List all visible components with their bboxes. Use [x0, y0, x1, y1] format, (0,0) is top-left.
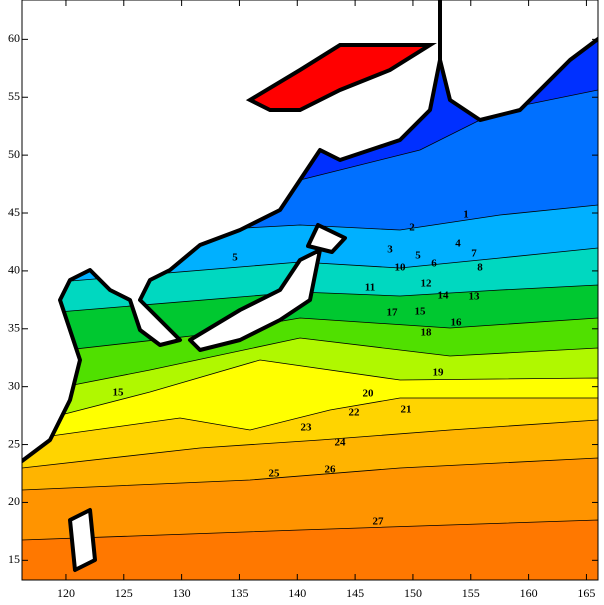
- y-tick-label: 55: [8, 89, 20, 103]
- contour-label: 17: [387, 307, 399, 319]
- contour-label: 11: [365, 282, 375, 294]
- japan: [188, 248, 322, 352]
- y-tick-label: 50: [8, 147, 20, 161]
- mainland: [22, 0, 442, 464]
- contour-label: 2: [409, 222, 415, 234]
- y-tick-label: 20: [8, 494, 20, 508]
- contour-label: 5: [232, 252, 238, 264]
- contour-label: 18: [421, 327, 433, 339]
- contour-label: 27: [373, 516, 385, 528]
- contour-label: 12: [421, 278, 433, 290]
- contour-label: 10: [395, 262, 407, 274]
- contour-label: 19: [433, 367, 445, 379]
- plot-frame: [21, 0, 599, 581]
- x-tick-label: 120: [57, 586, 75, 600]
- x-tick-label: 155: [462, 586, 480, 600]
- contour-label: 4: [455, 238, 461, 250]
- x-tick-label: 165: [577, 586, 595, 600]
- taiwan: [68, 508, 97, 572]
- y-tick-label: 30: [8, 378, 20, 392]
- hokkaido: [306, 223, 347, 254]
- contour-label: 1: [463, 209, 469, 221]
- x-tick-label: 140: [288, 586, 306, 600]
- band: [22, 519, 598, 580]
- okhotsk-patch: [245, 43, 437, 112]
- sst-field: [22, 0, 598, 580]
- contour-label: 13: [469, 291, 481, 303]
- x-tick-label: 125: [115, 586, 133, 600]
- y-tick-label: 25: [8, 436, 20, 450]
- contour-label: 15: [415, 306, 427, 318]
- x-tick-label: 150: [404, 586, 422, 600]
- contour-label: 25: [269, 468, 281, 480]
- y-tick-label: 40: [8, 263, 20, 277]
- kamchatka: [438, 0, 598, 122]
- contour-label: 6: [431, 258, 437, 270]
- contour-label: 3: [387, 244, 393, 256]
- x-tick-label: 160: [520, 586, 538, 600]
- contour-label: 26: [325, 464, 337, 476]
- x-tick-label: 145: [346, 586, 364, 600]
- x-tick-label: 130: [173, 586, 191, 600]
- contour-label: 7: [471, 248, 477, 260]
- contour-label: 15: [113, 387, 125, 399]
- contour-label: 5: [415, 250, 421, 262]
- y-tick-label: 45: [8, 205, 20, 219]
- contour-label: 21: [401, 404, 412, 416]
- contour-label: 14: [438, 290, 450, 302]
- y-tick-label: 35: [8, 321, 20, 335]
- contour-label: 8: [477, 262, 483, 274]
- x-tick-label: 135: [230, 586, 248, 600]
- contour-label: 16: [451, 317, 463, 329]
- contour-label: 24: [335, 437, 347, 449]
- contour-label: 23: [301, 422, 313, 434]
- contour-label: 22: [349, 407, 361, 419]
- y-tick-label: 15: [8, 552, 20, 566]
- y-tick-label: 60: [8, 31, 20, 45]
- contour-label: 20: [363, 388, 375, 400]
